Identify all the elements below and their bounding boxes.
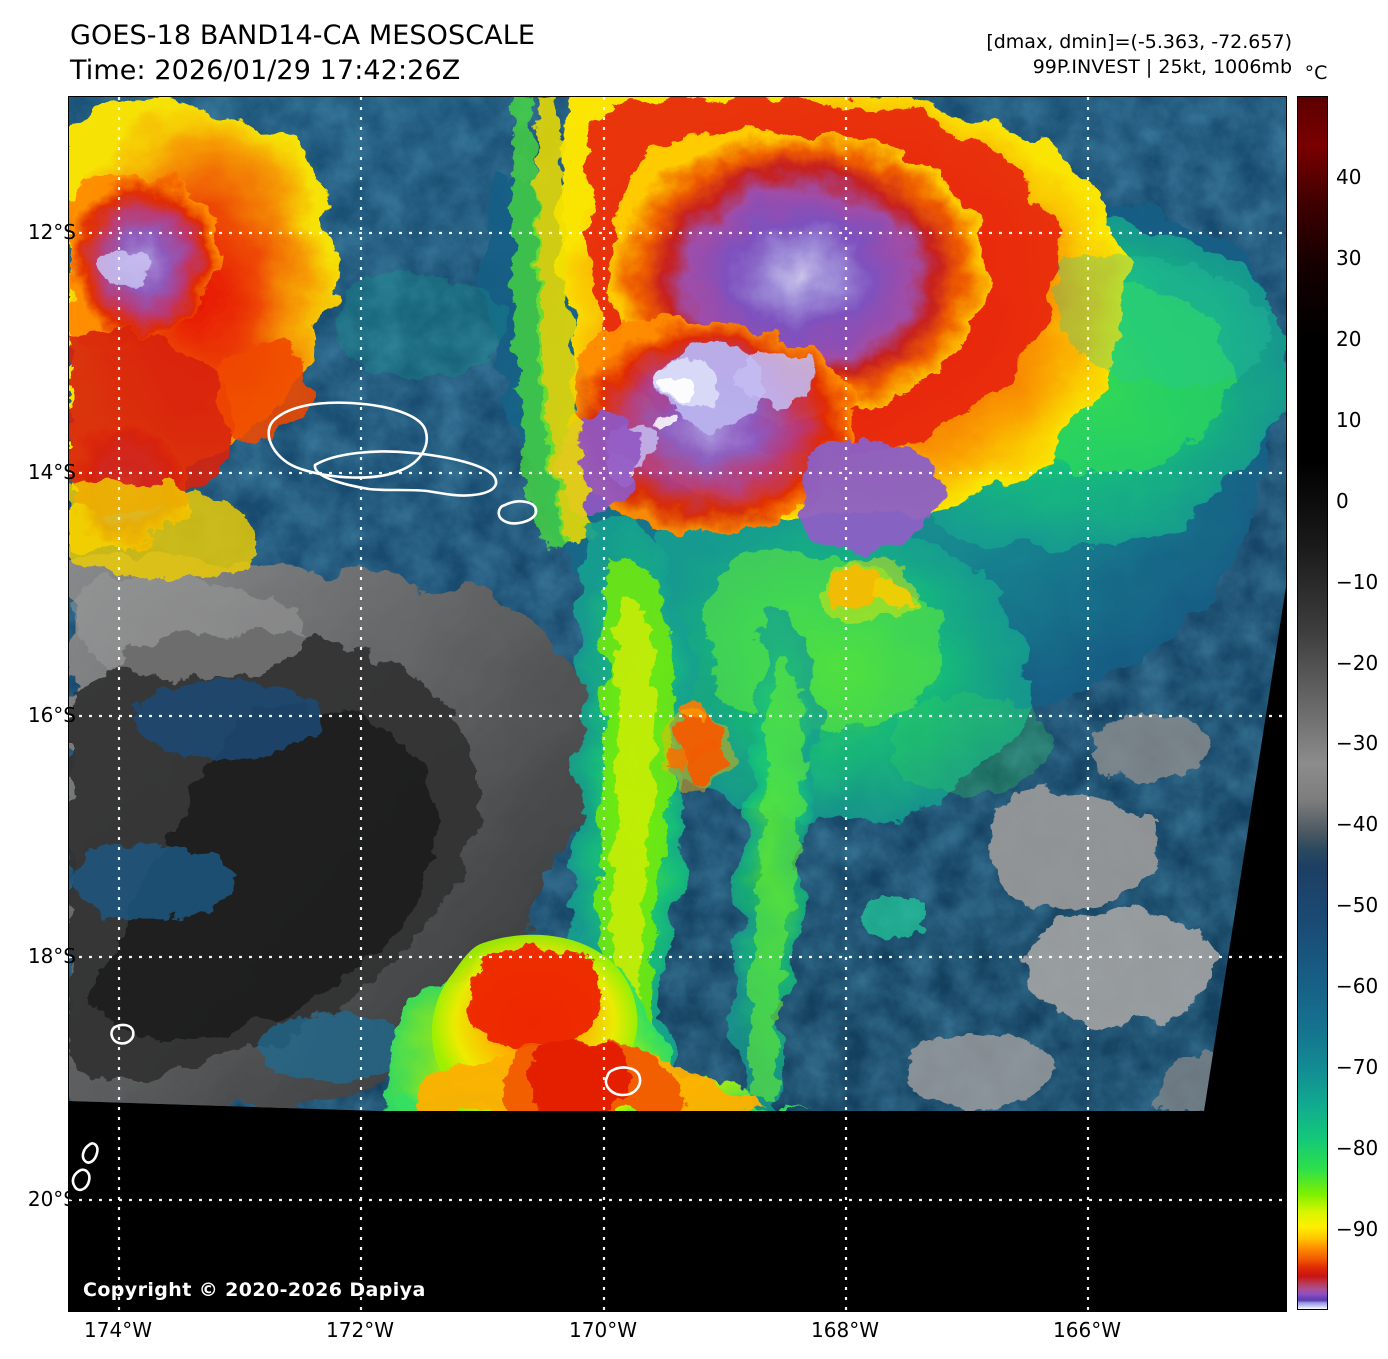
xtick-label-168W: 168°W — [811, 1318, 879, 1342]
imagery-canvas — [69, 97, 1286, 1311]
temperature-colorbar[interactable] — [1297, 96, 1328, 1310]
northwest-convection — [69, 99, 334, 580]
wisp-overlays — [336, 254, 1271, 794]
colorbar-tick-minus10: −10 — [1336, 569, 1379, 594]
imagery-layers — [69, 97, 1286, 1311]
colorbar-gradient — [1298, 97, 1327, 1309]
colorbar-tick-10: 10 — [1336, 407, 1362, 432]
metadata-block: [dmax, dmin]=(-5.363, -72.657) 99P.INVES… — [986, 30, 1292, 80]
xtick-label-174W: 174°W — [84, 1318, 152, 1342]
colorbar-tick-minus80: −80 — [1336, 1136, 1379, 1161]
island-outlines — [71, 401, 642, 1192]
colorbar-tick-minus60: −60 — [1336, 974, 1379, 999]
xtick-label-166W: 166°W — [1053, 1318, 1121, 1342]
gray-stratus-region — [69, 556, 583, 1111]
colorbar-tick-minus30: −30 — [1336, 731, 1379, 756]
timestamp-label: Time: 2026/01/29 17:42:26Z — [70, 55, 461, 87]
colorbar-tick-minus40: −40 — [1336, 812, 1379, 837]
product-title: GOES-18 BAND14-CA MESOSCALE — [70, 20, 536, 51]
niue-island-outline — [110, 1023, 135, 1045]
satellite-imagery-plot[interactable]: Copyright © 2020-2026 Dapiya — [68, 96, 1287, 1312]
colorbar-tick-minus90: −90 — [1336, 1217, 1379, 1242]
copyright-notice: Copyright © 2020-2026 Dapiya — [83, 1279, 426, 1301]
colorbar-tick-0: 0 — [1336, 488, 1349, 513]
ytick-label-20S: 20°S — [27, 1187, 76, 1211]
satellite-swath — [69, 97, 1286, 1111]
tonga-island-outline — [604, 1066, 642, 1097]
ytick-label-16S: 16°S — [27, 703, 76, 727]
colorbar-tick-30: 30 — [1336, 245, 1362, 270]
colorbar-tick-minus50: −50 — [1336, 893, 1379, 918]
dmax-dmin-label: [dmax, dmin]=(-5.363, -72.657) — [986, 31, 1292, 53]
ytick-label-14S: 14°S — [27, 460, 76, 484]
west-cloud-edge — [512, 97, 599, 549]
colorbar-tick-minus70: −70 — [1336, 1055, 1379, 1080]
embedded-convective-cells — [663, 559, 921, 789]
colorbar-unit-label: °C — [1304, 62, 1328, 84]
storm-info-label: 99P.INVEST | 25kt, 1006mb — [1032, 56, 1292, 79]
vavau-island-outline-b — [71, 1168, 91, 1192]
ytick-label-12S: 12°S — [27, 220, 76, 244]
southern-cloud-mass — [383, 934, 809, 1111]
deep-convection-cluster — [559, 97, 1122, 552]
ytick-label-18S: 18°S — [27, 944, 76, 968]
upolu-island-outline — [313, 450, 498, 497]
colorbar-tick-minus20: −20 — [1336, 650, 1379, 675]
graticule — [69, 97, 1286, 1311]
tutuila-island-outline — [497, 500, 538, 525]
colorbar-tick-40: 40 — [1336, 164, 1362, 189]
vavau-island-outline-a — [81, 1142, 99, 1164]
xtick-label-170W: 170°W — [569, 1318, 637, 1342]
xtick-label-172W: 172°W — [326, 1318, 394, 1342]
colorbar-tick-20: 20 — [1336, 326, 1362, 351]
page-title: GOES-18 BAND14-CA MESOSCALE Time: 2026/0… — [70, 18, 535, 88]
